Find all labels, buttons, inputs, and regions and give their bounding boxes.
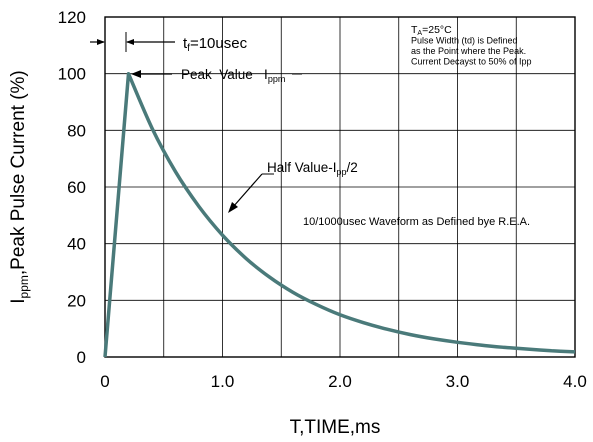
peak-label: Peak Value Ippm <box>181 67 285 84</box>
x-tick-label: 2.0 <box>328 372 352 391</box>
y-tick-label: 40 <box>67 235 86 254</box>
y-tick-label: 0 <box>77 348 86 367</box>
x-tick-label: 3.0 <box>446 372 470 391</box>
plot-frame <box>104 16 576 358</box>
x-tick-labels: 0 1.0 2.0 3.0 4.0 <box>100 372 587 391</box>
y-axis-title: Ippm,Peak Pulse Current (%) <box>8 70 31 303</box>
peak-arrowhead <box>131 70 141 78</box>
series-line <box>103 71 576 358</box>
y-tick-label: 100 <box>58 65 86 84</box>
half-label: Half Value-Ipp/2 <box>267 160 358 177</box>
grid-lines <box>105 17 575 357</box>
half-leader <box>232 173 263 208</box>
conditions-line: TA=25°C <box>411 24 452 37</box>
tf-arrowhead-right <box>126 39 134 45</box>
x-tick-label: 1.0 <box>211 372 235 391</box>
conditions-line: Current Decayst to 50% of Ipp <box>411 57 532 67</box>
x-tick-label: 4.0 <box>563 372 587 391</box>
waveform-note: 10/1000usec Waveform as Defined bye R.E.… <box>303 216 530 228</box>
half-annotation: Half Value-Ipp/2 <box>228 160 358 213</box>
y-tick-labels: 0 20 40 60 80 100 120 <box>58 8 86 367</box>
tf-annotation: tf=10usec <box>90 32 248 54</box>
y-tick-label: 80 <box>67 121 86 140</box>
conditions-line: Pulse Width (td) is Defined <box>411 36 518 46</box>
conditions-line: as the Point where the Peak. <box>411 46 526 56</box>
tf-label: tf=10usec <box>183 35 248 54</box>
peak-annotation: Peak Value Ippm <box>131 67 302 84</box>
y-tick-label: 60 <box>67 178 86 197</box>
x-axis-title: T,TIME,ms <box>290 417 381 438</box>
x-tick-label: 0 <box>100 372 109 391</box>
tf-arrowhead-left <box>97 39 105 45</box>
half-arrowhead <box>228 202 238 213</box>
y-tick-label: 120 <box>58 8 86 27</box>
y-tick-label: 20 <box>67 291 86 310</box>
